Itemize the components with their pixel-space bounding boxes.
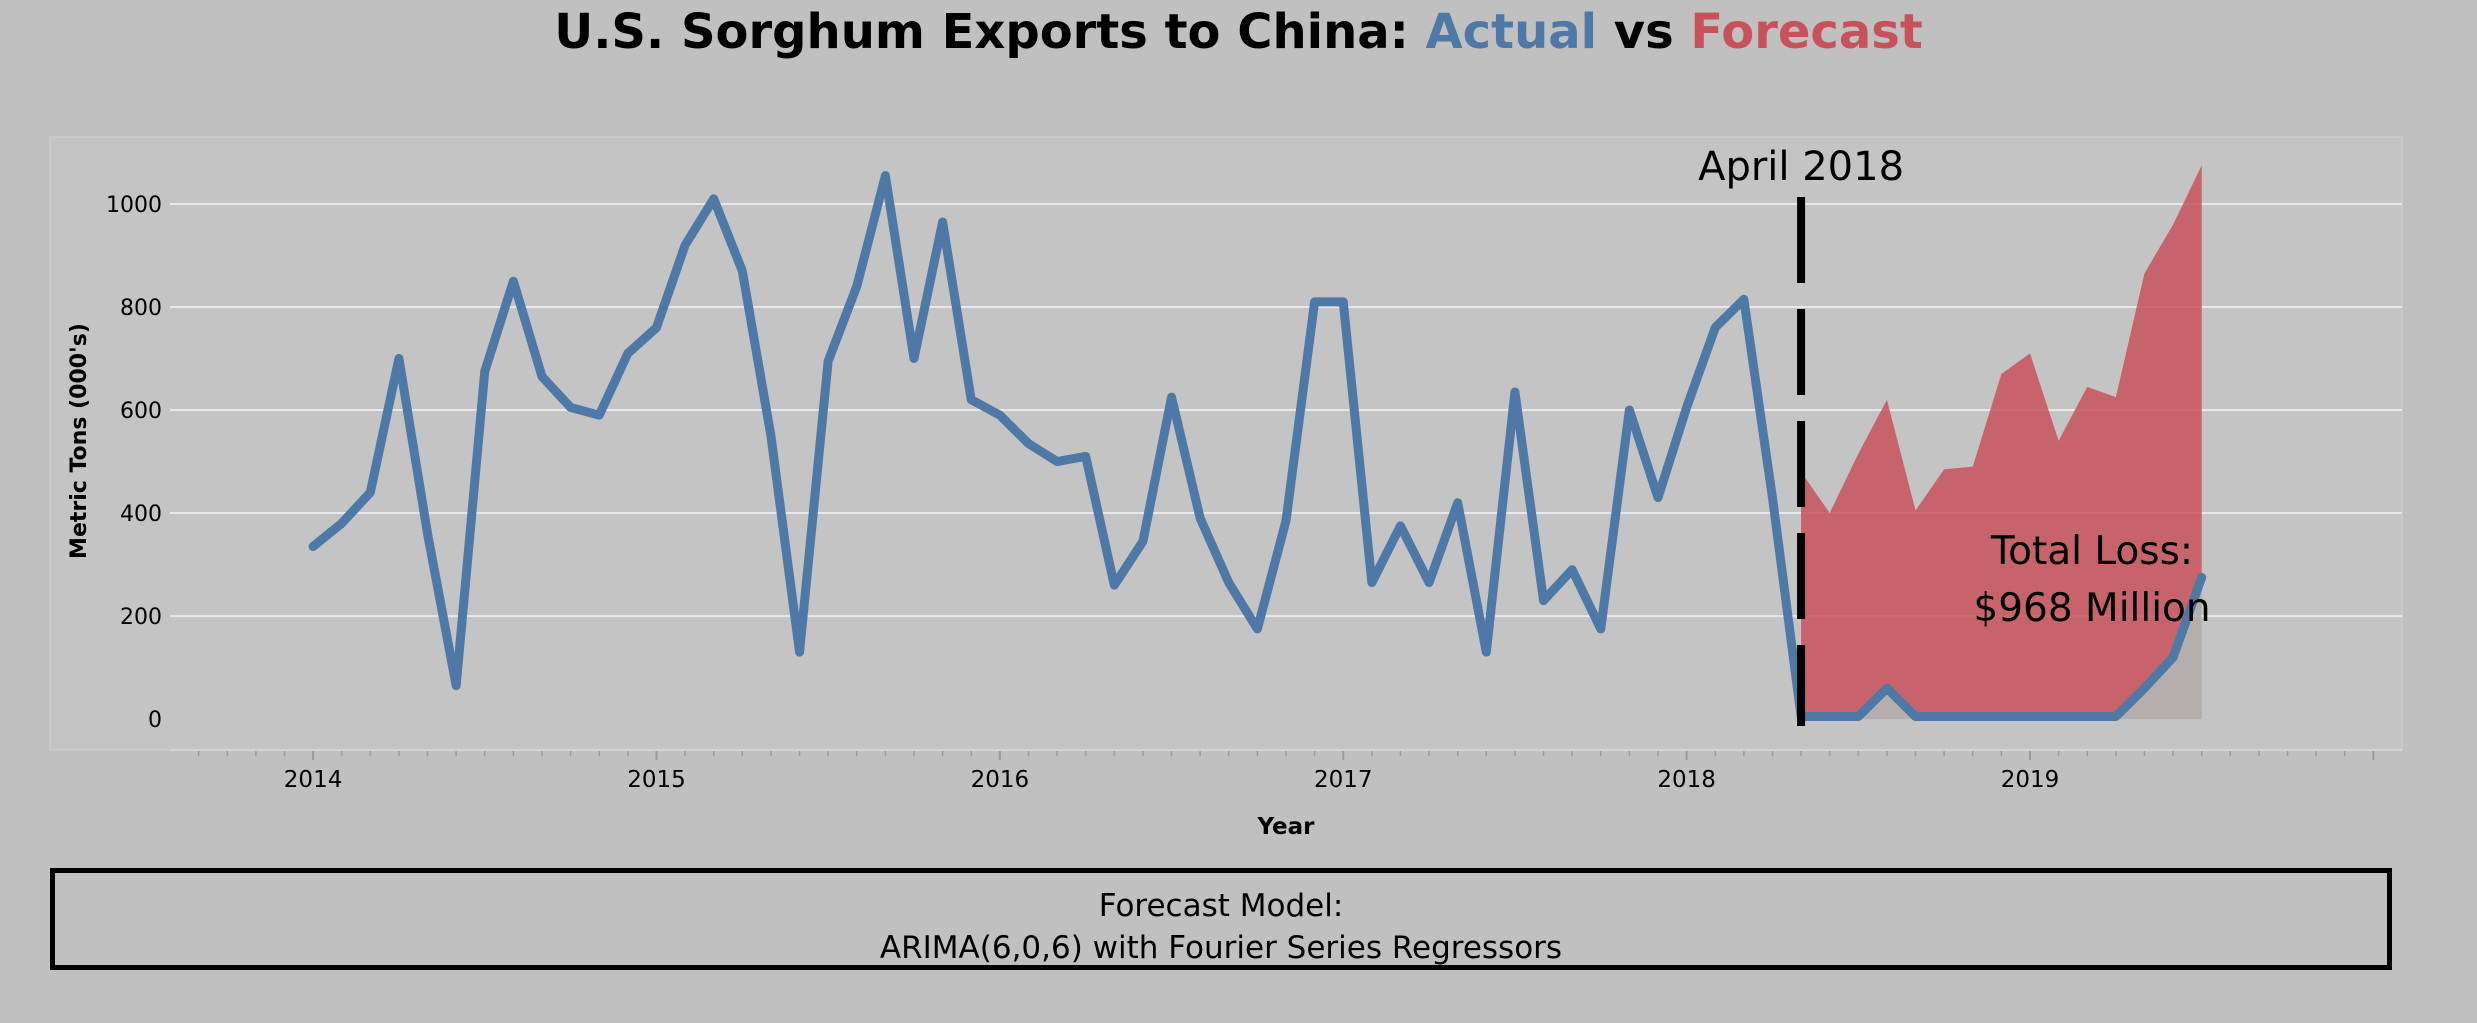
x-tick-label: 2015 (627, 767, 686, 793)
x-axis-label: Year (1256, 814, 1315, 840)
y-tick-label: 800 (120, 296, 162, 321)
y-tick-label: 600 (120, 399, 162, 424)
model-box-description: ARIMA(6,0,6) with Fourier Series Regress… (879, 930, 1563, 966)
y-axis-label: Metric Tons (000's) (67, 323, 92, 559)
forecast-area (1801, 165, 2202, 717)
x-axis-ticks: 2014 2015 2016 2017 2018 2019 (197, 750, 2375, 793)
x-tick-label: 2019 (2001, 767, 2060, 793)
y-tick-label: 1000 (106, 193, 162, 218)
model-box-heading: Forecast Model: (1098, 888, 1344, 924)
series-layer (308, 165, 2207, 726)
total-loss-value: $968 Million (1973, 586, 2210, 631)
y-tick-label: 0 (148, 708, 162, 733)
forecast-baseline-area (1801, 577, 2202, 720)
actual-series-line (308, 171, 2207, 722)
x-tick-label: 2014 (284, 767, 343, 793)
event-label: April 2018 (1698, 144, 1904, 190)
title-actual: Actual (1425, 4, 1598, 60)
title-forecast: Forecast (1690, 4, 1923, 60)
y-tick-label: 200 (120, 605, 162, 630)
x-tick-label: 2018 (1657, 767, 1716, 793)
y-tick-label: 400 (120, 502, 162, 527)
x-tick-label: 2016 (971, 767, 1030, 793)
y-axis-ticks: 0 200 400 600 800 1000 (106, 193, 162, 733)
title-prefix: U.S. Sorghum Exports to China: (554, 4, 1426, 60)
x-tick-label: 2017 (1314, 767, 1373, 793)
total-loss-label: Total Loss: (1990, 529, 2193, 574)
forecast-model-box: Forecast Model: ARIMA(6,0,6) with Fourie… (50, 868, 2392, 970)
chart-title: U.S. Sorghum Exports to China: Actual vs… (0, 0, 2477, 64)
title-vs: vs (1597, 4, 1691, 60)
